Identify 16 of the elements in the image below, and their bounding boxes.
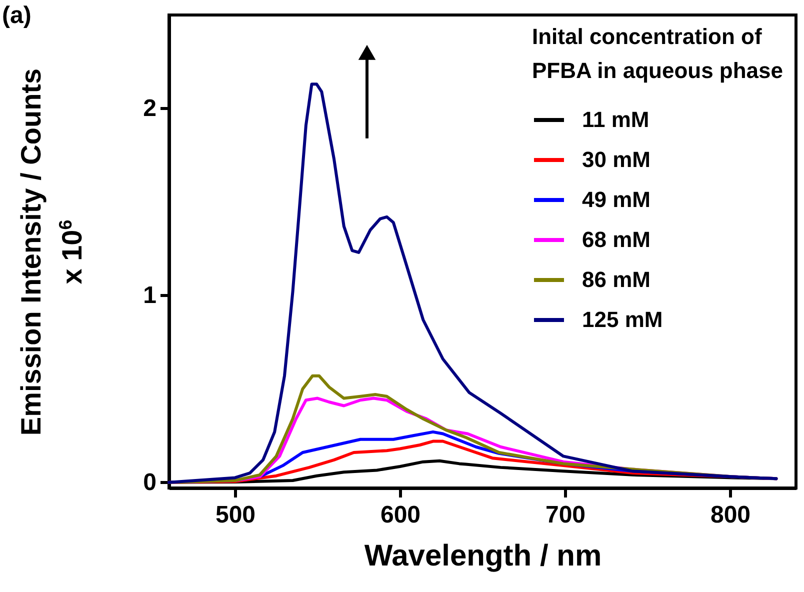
legend-label: 11 mM (582, 107, 650, 132)
legend-title: Inital concentration of PFBA in aqueous phase (532, 24, 784, 83)
x-tick-label: 700 (545, 502, 586, 528)
legend-label: 125 mM (582, 307, 663, 332)
y-tick-label: 0 (143, 468, 156, 496)
y-tick-label: 2 (143, 94, 156, 122)
legend-label: 86 mM (582, 267, 650, 292)
legend-label: 68 mM (582, 227, 650, 252)
x-tick-label: 800 (710, 502, 751, 528)
legend-label: 30 mM (582, 147, 650, 172)
x-axis-title: Wavelength / nm (364, 540, 602, 572)
chart-title: (a) (2, 2, 32, 30)
x-tick-label: 500 (215, 502, 256, 528)
legend-label: 49 mM (582, 187, 650, 212)
y-tick-label: 1 (143, 282, 156, 309)
x-tick-label: 600 (380, 502, 421, 528)
